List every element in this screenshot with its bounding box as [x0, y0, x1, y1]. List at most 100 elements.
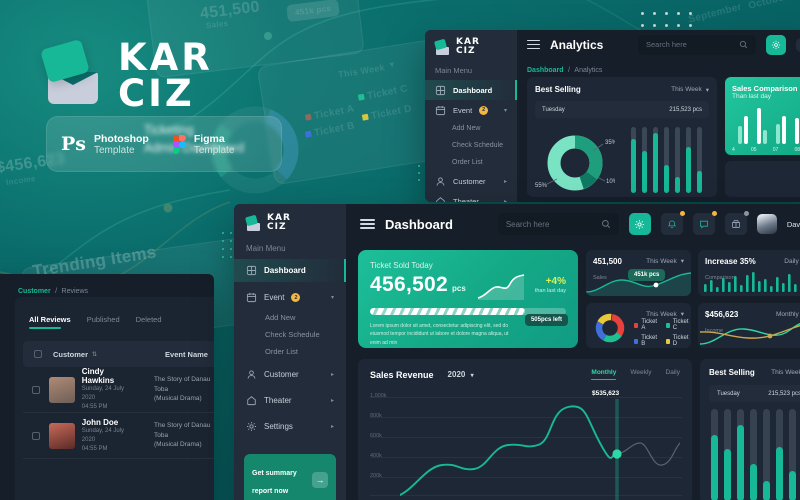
analytics-best-selling-row: Tuesday 215,523 pcs	[535, 101, 709, 118]
analytics-breadcrumb: Dashboard / Analytics	[517, 59, 800, 84]
chevron-down-icon: ▾	[705, 86, 709, 94]
sort-icon[interactable]: ⇅	[92, 351, 98, 358]
chevron-right-icon[interactable]: ▸	[503, 198, 507, 202]
user-icon	[246, 369, 257, 380]
sidebar-label-dashboard: Dashboard	[264, 266, 306, 276]
stat-tickets-filter[interactable]: This Week ▾	[646, 310, 684, 319]
table-row[interactable]: John Doe Sunday, 24 July 2020 04:55 PM T…	[23, 413, 214, 459]
analytics-brand-l1: KAR	[456, 37, 480, 47]
settings-button[interactable]	[628, 213, 651, 235]
photoshop-icon: Ps	[61, 133, 86, 155]
reviews-tab-all[interactable]: All Reviews	[29, 315, 71, 329]
event-badge: 2	[291, 293, 301, 303]
sidebar-subitem-add-new[interactable]: Add New	[265, 313, 296, 323]
arrow-right-icon[interactable]: →	[312, 472, 328, 489]
stat-income-filter[interactable]: Monthly▾	[775, 310, 799, 318]
message-dot	[711, 211, 717, 216]
ticket-sold-progress-tip: 505pcs left	[524, 314, 568, 326]
sales-revenue-line	[400, 399, 680, 500]
sidebar-item-event[interactable]: Event 2 ▾	[234, 286, 346, 309]
analytics-panel: KAR CIZ Main Menu Dashboard Event 2 ▾ Ad…	[425, 30, 800, 202]
chevron-right-icon[interactable]: ▸	[330, 372, 334, 379]
best-selling-filter[interactable]: This Week▾	[771, 369, 800, 376]
gifts-button[interactable]	[724, 211, 749, 235]
brand-name-line1: KAR	[118, 36, 213, 79]
reviews-tab-deleted[interactable]: Deleted	[135, 315, 162, 324]
summary-report-promo[interactable]: Get summary report now →	[244, 454, 336, 500]
tab-weekly[interactable]: Weekly	[630, 369, 652, 376]
sidebar-subitem-check-schedule[interactable]: Check Schedule	[265, 330, 320, 340]
messages-button[interactable]	[692, 211, 717, 235]
bell-icon	[667, 220, 676, 229]
reviews-breadcrumb: Customer / Reviews	[0, 274, 214, 304]
stat-tickets-donut	[595, 313, 625, 343]
notifications-button[interactable]	[660, 211, 685, 235]
home-icon	[246, 395, 257, 406]
menu-toggle-icon[interactable]	[527, 37, 540, 52]
analytics-sidebar-subitem-check-schedule[interactable]: Check Schedule	[452, 142, 503, 150]
analytics-notification-button[interactable]	[796, 37, 800, 52]
calendar-icon	[246, 292, 257, 303]
reviews-row-date: Sunday, 24 July 2020	[81, 427, 125, 443]
analytics-sidebar-item-event[interactable]: Event 2 ▾	[425, 100, 517, 120]
avatar	[48, 376, 75, 403]
sales-revenue-year[interactable]: 2020 ▾	[447, 370, 474, 379]
ticket-sold-title: Ticket Sold Today	[370, 261, 433, 270]
reviews-tab-published[interactable]: Published	[86, 315, 120, 324]
analytics-event-badge: 2	[479, 105, 489, 115]
main-page-title: Dashboard	[385, 216, 453, 232]
analytics-sidebar-item-customer[interactable]: Customer ▸	[425, 171, 517, 191]
ticket-sold-value: 456,502	[370, 273, 449, 296]
menu-toggle-icon[interactable]	[360, 217, 375, 232]
analytics-sidebar-item-dashboard[interactable]: Dashboard	[425, 80, 517, 101]
tab-daily[interactable]: Daily	[665, 369, 680, 376]
avatar[interactable]	[756, 214, 777, 234]
figma-template-item: Figma Template	[172, 133, 234, 156]
chevron-down-icon[interactable]: ▾	[503, 107, 507, 114]
analytics-sidebar-subitem-order-list[interactable]: Order List	[452, 159, 483, 167]
analytics-sales-comparison-axis: 4 05 07 08 0	[732, 147, 800, 153]
analytics-breadcrumb-parent[interactable]: Dashboard	[527, 67, 564, 74]
grid-icon	[435, 85, 446, 96]
reviews-column-customer[interactable]: Customer	[53, 349, 89, 359]
stat-sales-filter[interactable]: This Week ▾	[646, 257, 684, 266]
reviews-row-date: Sunday, 24 July 2020	[81, 386, 125, 401]
analytics-sales-comparison-card: Sales Comparison Than last day 4 05 07 0…	[725, 77, 800, 155]
legend-ticket-d: Ticket D	[665, 335, 692, 347]
reviews-select-all-checkbox[interactable]	[34, 350, 42, 358]
sidebar-item-dashboard[interactable]: Dashboard	[234, 259, 346, 283]
table-row[interactable]: Cindy Hawkins Sunday, 24 July 2020 04:55…	[23, 367, 214, 413]
row-checkbox[interactable]	[31, 431, 40, 440]
chevron-right-icon[interactable]: ▸	[503, 178, 507, 185]
row-checkbox[interactable]	[31, 385, 40, 394]
analytics-page-title: Analytics	[550, 37, 604, 52]
analytics-settings-button[interactable]	[766, 34, 786, 55]
analytics-sidebar-item-theater[interactable]: Theater ▸	[425, 191, 517, 202]
analytics-brand-l2: CIZ	[456, 46, 476, 57]
analytics-sales-comparison-title: Sales Comparison	[732, 84, 798, 93]
reviews-breadcrumb-parent[interactable]: Customer	[18, 288, 51, 295]
analytics-best-selling-title: Best Selling	[535, 85, 581, 94]
analytics-topbar: Analytics Search here	[517, 30, 800, 59]
photoshop-kind: Template	[93, 144, 135, 156]
stat-income-chart	[699, 322, 800, 345]
sidebar-subitem-order-list[interactable]: Order List	[265, 347, 298, 357]
main-search-input[interactable]: Search here	[497, 213, 619, 235]
analytics-sidebar-subitem-add-new[interactable]: Add New	[452, 125, 481, 133]
analytics-menu-title: Main Menu	[435, 66, 473, 76]
reviews-column-event-name[interactable]: Event Name	[165, 349, 208, 359]
analytics-sidebar-logo: KAR CIZ	[433, 37, 507, 57]
chevron-right-icon[interactable]: ▸	[330, 398, 334, 405]
sidebar-item-customer[interactable]: Customer ▸	[234, 363, 346, 386]
tab-monthly[interactable]: Monthly	[591, 369, 616, 380]
chevron-right-icon[interactable]: ▸	[330, 424, 334, 431]
sidebar-item-settings[interactable]: Settings ▸	[234, 415, 346, 438]
stat-comparison-filter[interactable]: Daily▾	[784, 257, 799, 265]
analytics-search-input[interactable]: Search here	[638, 34, 756, 55]
stat-comparison-value: Increase 35%	[705, 257, 756, 266]
sidebar-item-theater[interactable]: Theater ▸	[234, 389, 346, 412]
chevron-down-icon[interactable]: ▾	[330, 295, 334, 302]
analytics-best-selling-filter[interactable]: This Week ▾	[671, 86, 709, 94]
ticket-sold-delta: +4%	[545, 276, 566, 287]
user-icon	[435, 176, 446, 187]
